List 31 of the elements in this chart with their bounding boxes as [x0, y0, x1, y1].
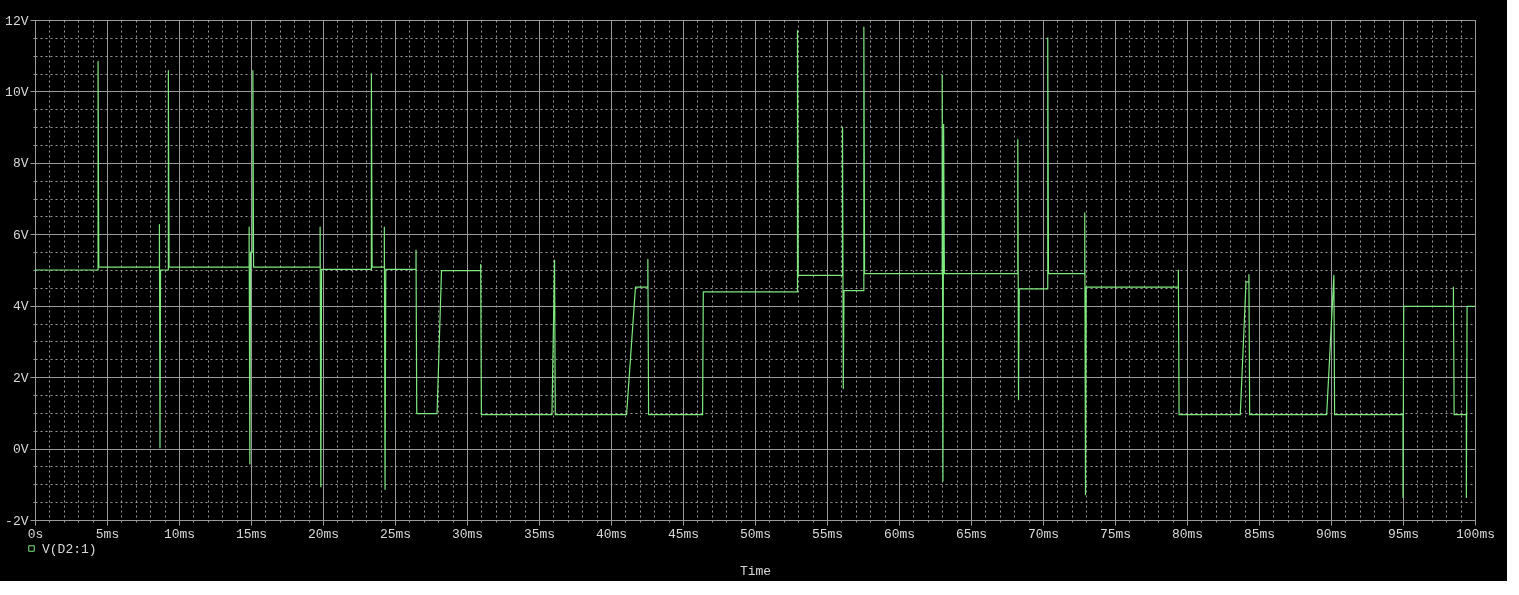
y-tick-label: -2V — [5, 513, 29, 529]
x-tick-label: 35ms — [523, 526, 556, 542]
y-tick-label: 2V — [12, 370, 29, 386]
y-tick-label: 0V — [12, 442, 29, 458]
x-tick-label: 70ms — [1027, 526, 1060, 542]
x-tick-label: 30ms — [451, 526, 484, 542]
x-tick-label: 25ms — [379, 526, 412, 542]
y-tick-label: 8V — [12, 156, 29, 172]
y-tick-label: 4V — [12, 299, 29, 315]
x-axis-title: Time — [739, 563, 772, 579]
y-tick-label: 12V — [5, 13, 29, 29]
x-tick-label: 65ms — [955, 526, 988, 542]
x-tick-label: 10ms — [163, 526, 196, 542]
legend-label: V(D2:1) — [42, 541, 97, 557]
x-tick-label: 85ms — [1243, 526, 1276, 542]
x-tick-label: 100ms — [1455, 526, 1496, 542]
y-tick-label: 6V — [12, 227, 29, 243]
x-tick-label: 40ms — [595, 526, 628, 542]
x-tick-label: 75ms — [1099, 526, 1132, 542]
x-tick-label: 20ms — [307, 526, 340, 542]
x-tick-label: 60ms — [883, 526, 916, 542]
x-tick-label: 95ms — [1387, 526, 1420, 542]
x-tick-label: 5ms — [95, 526, 120, 542]
x-tick-label: 80ms — [1171, 526, 1204, 542]
x-tick-label: 55ms — [811, 526, 844, 542]
x-tick-label: 45ms — [667, 526, 700, 542]
x-tick-label: 0s — [27, 526, 44, 542]
x-tick-label: 90ms — [1315, 526, 1348, 542]
x-tick-label: 50ms — [739, 526, 772, 542]
y-tick-label: 10V — [5, 84, 29, 100]
x-tick-label: 15ms — [235, 526, 268, 542]
